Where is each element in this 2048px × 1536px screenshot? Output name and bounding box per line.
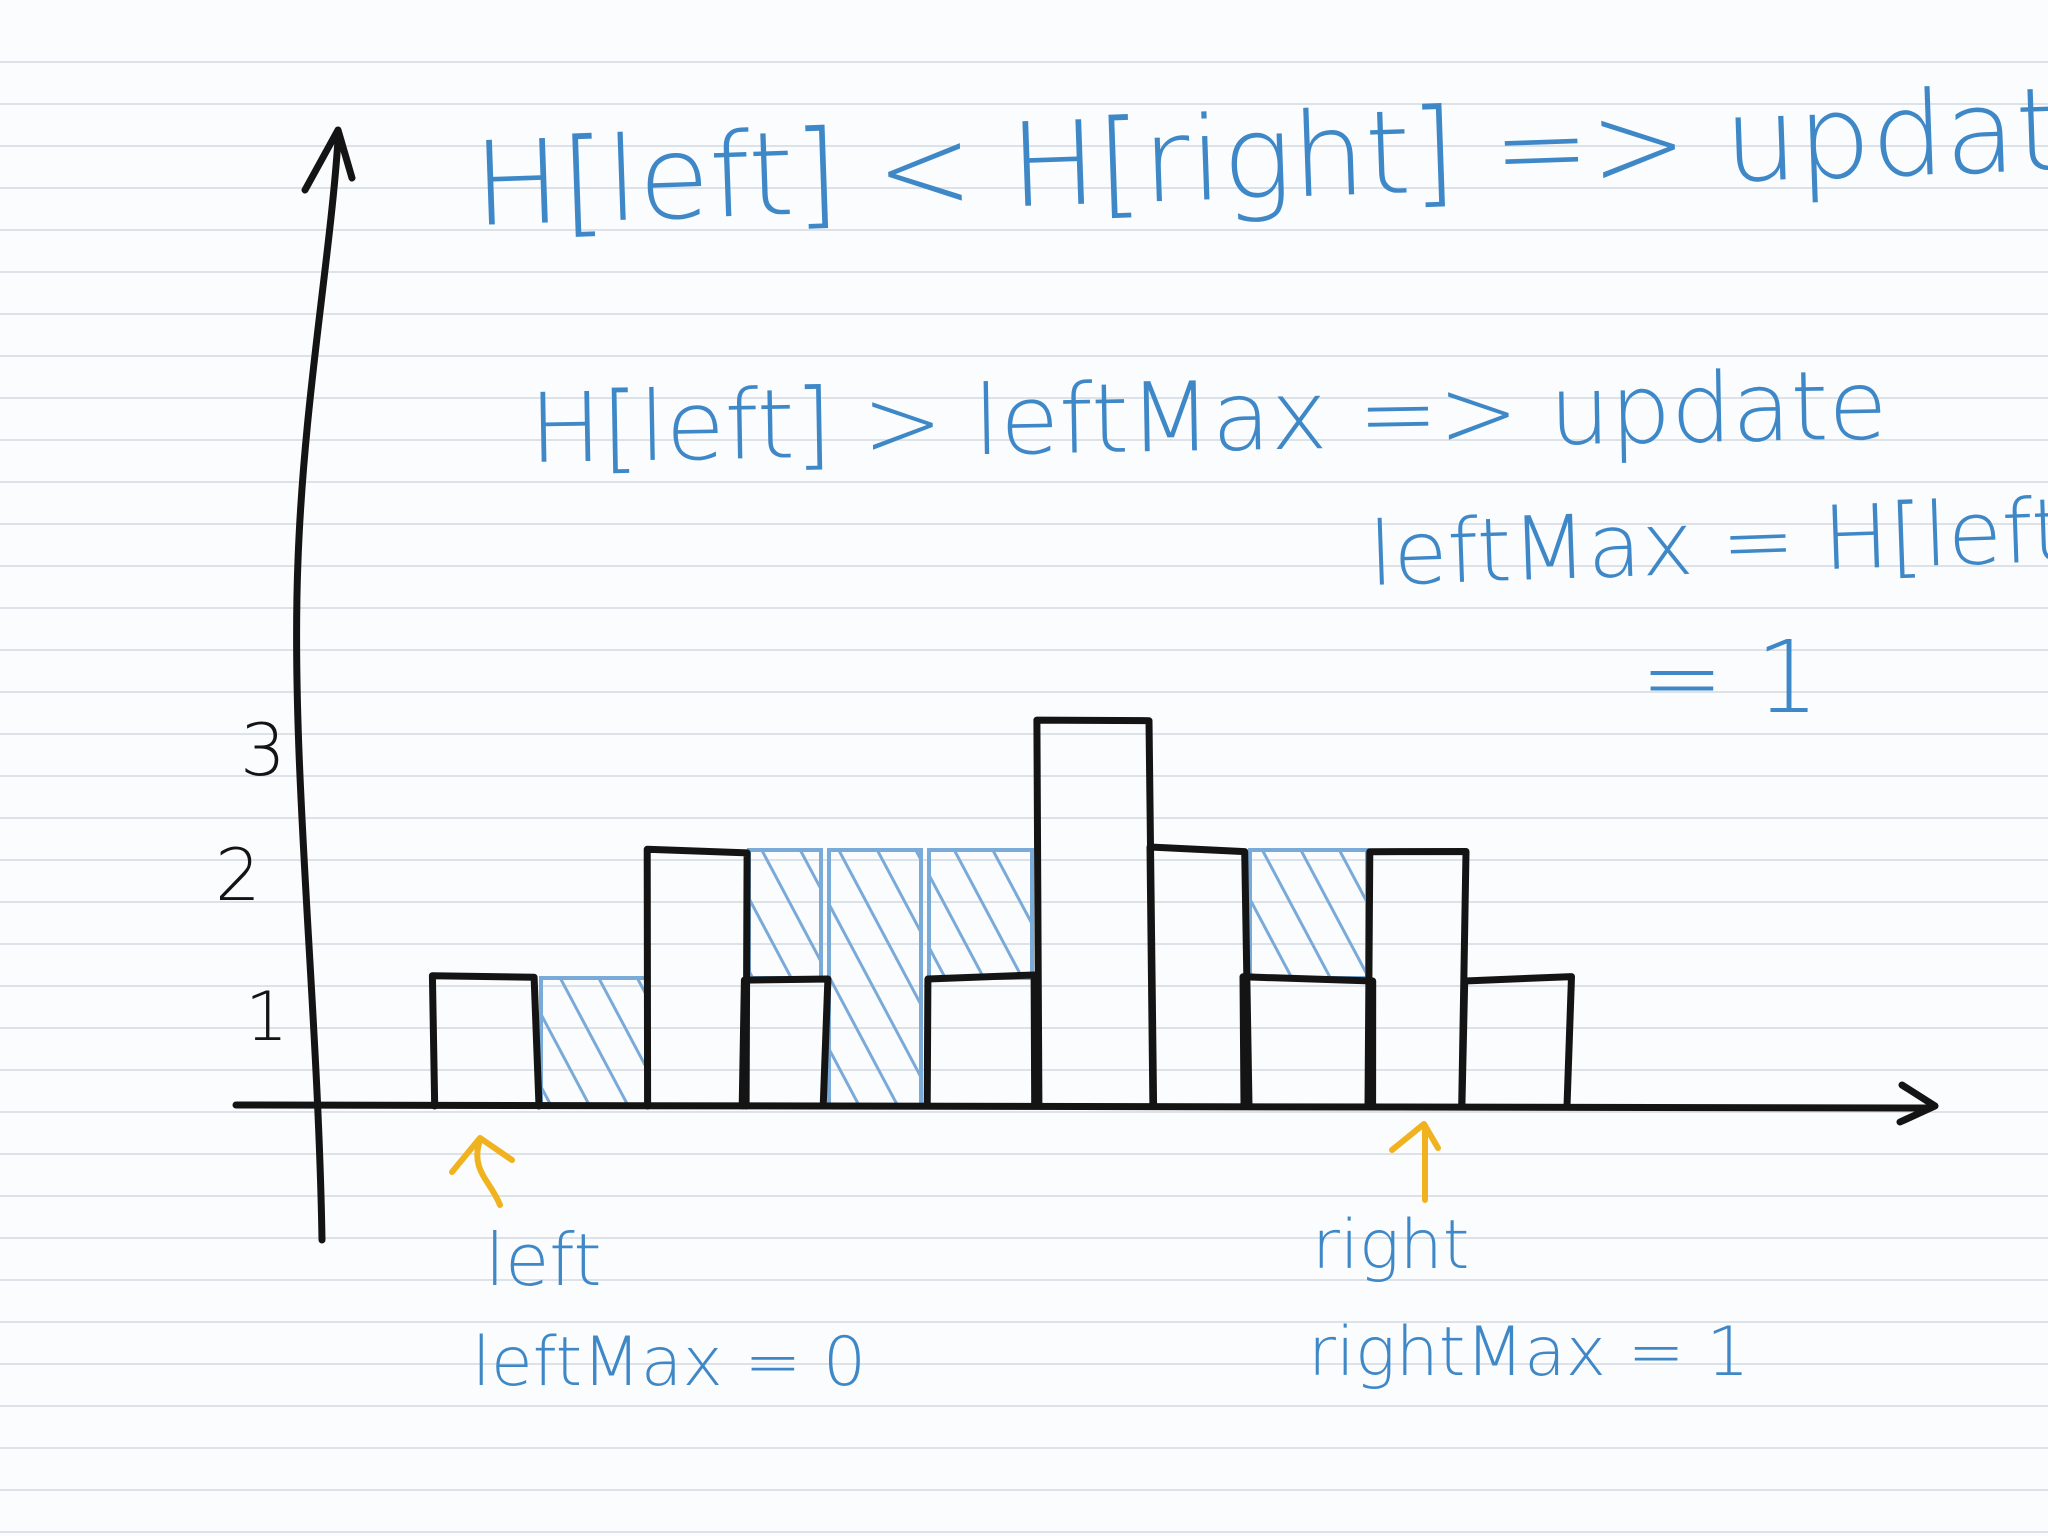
note-leftmax-assign: leftMax = H[left] — [1367, 478, 2048, 606]
x-axis-arrow-icon — [1896, 1081, 1939, 1126]
y-axis — [293, 136, 342, 1244]
trapped-water — [539, 848, 1369, 1108]
elevation-bar — [1146, 843, 1253, 1110]
elevation-bar — [1364, 848, 1470, 1110]
water-cell — [747, 848, 823, 980]
note-leftmax-check: H[left] > leftMax => update — [528, 349, 1888, 485]
water-cell — [1248, 848, 1369, 980]
left-pointer-arrow-icon — [474, 1137, 503, 1208]
water-cell — [927, 848, 1034, 980]
elevation-bar — [643, 845, 751, 1110]
x-axis — [232, 1101, 1934, 1112]
water-cell — [827, 848, 923, 1108]
note-leftmax-value: = 1 — [1640, 619, 1819, 736]
left-pointer-label: left — [485, 1218, 602, 1302]
y-axis-arrow-icon — [301, 126, 356, 194]
right-pointer-label: right — [1312, 1206, 1469, 1285]
water-cell — [539, 976, 648, 1108]
right-max-label: rightMax = 1 — [1308, 1313, 1749, 1392]
right-pointer-head-icon — [1389, 1121, 1441, 1153]
left-pointer-head-icon — [449, 1135, 515, 1175]
ruled-lines — [0, 61, 2048, 1533]
elevation-bar — [1239, 973, 1377, 1110]
note-condition: H[left] < H[right] => update LEFT — [471, 49, 2048, 253]
left-max-label: leftMax = 0 — [472, 1323, 866, 1402]
y-tick-label: 2 — [215, 833, 261, 917]
elevation-bar — [1033, 716, 1158, 1110]
elevation-bar — [738, 975, 832, 1110]
elevation-bar — [1458, 973, 1575, 1110]
y-tick-label: 1 — [245, 978, 288, 1057]
elevation-bar — [923, 971, 1039, 1110]
y-tick-label: 3 — [240, 708, 286, 792]
elevation-bar — [428, 972, 543, 1110]
elevation-bars — [428, 716, 1575, 1110]
